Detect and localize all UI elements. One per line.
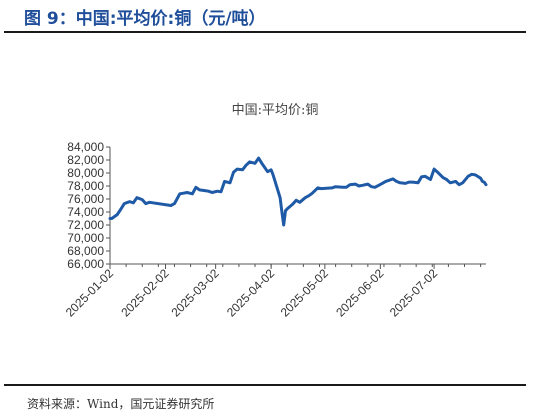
y-tick-label: 68,000: [67, 244, 104, 258]
y-axis: 66,00068,00070,00072,00074,00076,00078,0…: [67, 140, 111, 271]
series-line-copper-price: [108, 156, 488, 227]
chart-title: 中国:平均价:铜: [232, 103, 319, 118]
x-tick-label: 2025-03-02: [168, 266, 222, 320]
y-tick-label: 78,000: [67, 179, 104, 193]
plot-area: [108, 156, 488, 227]
x-tick-label: 2025-02-02: [118, 266, 172, 320]
x-tick-label: 2025-06-02: [333, 266, 387, 320]
x-tick-label: 2025-05-02: [278, 266, 332, 320]
y-tick-label: 76,000: [67, 192, 104, 206]
y-tick-label: 72,000: [67, 218, 104, 232]
y-tick-label: 66,000: [67, 257, 104, 271]
x-tick-label: 2025-07-02: [387, 266, 441, 320]
y-tick-label: 82,000: [67, 153, 104, 167]
figure-title: 图 9：中国:平均价:铜（元/吨）: [24, 9, 266, 29]
x-tick-label: 2025-04-02: [224, 266, 278, 320]
y-tick-label: 80,000: [67, 166, 104, 180]
source-note: 资料来源：Wind，国元证券研究所: [27, 397, 215, 411]
x-tick-label: 2025-01-02: [63, 266, 117, 320]
bottom-rule: [4, 384, 526, 386]
y-tick-label: 70,000: [67, 231, 104, 245]
y-tick-label: 84,000: [67, 140, 104, 154]
y-tick-label: 74,000: [67, 205, 104, 219]
top-rule: [4, 31, 526, 33]
